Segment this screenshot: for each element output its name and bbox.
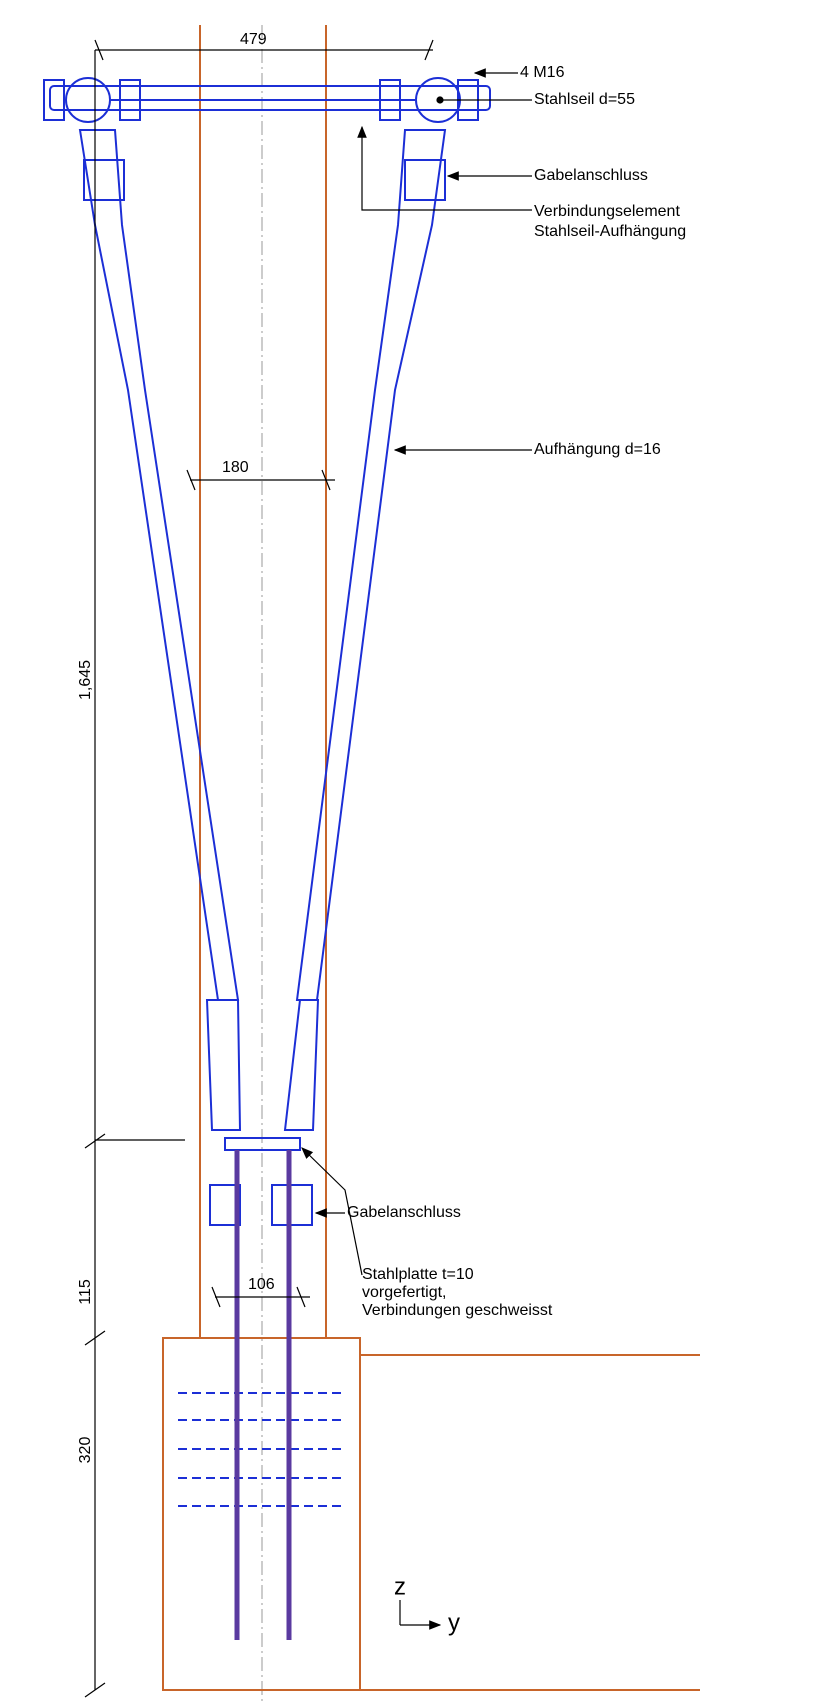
label: vorgefertigt, [362, 1284, 446, 1301]
label: Verbindungselement [534, 203, 680, 220]
label: Stahlplatte t=10 [362, 1266, 474, 1283]
dim-label: 106 [248, 1276, 275, 1293]
label: Stahlseil d=55 [534, 91, 635, 108]
label: 4 M16 [520, 64, 565, 81]
label: Gabelanschluss [534, 167, 648, 184]
label: Verbindungen geschweisst [362, 1302, 553, 1319]
axis-label: y [448, 1609, 460, 1636]
dim-label: 180 [222, 459, 249, 476]
dim-label: 479 [240, 31, 267, 48]
axis-label: z [394, 1573, 406, 1600]
dimensions [84, 39, 434, 1698]
dim-label: 320 [77, 1437, 94, 1464]
dim-label: 1,645 [77, 660, 94, 700]
label: Gabelanschluss [347, 1204, 461, 1221]
structure [43, 25, 700, 1704]
dim-label: 115 [77, 1279, 94, 1305]
label: Aufhängung d=16 [534, 441, 661, 458]
label: Stahlseil-Aufhängung [534, 223, 686, 240]
leaders [301, 68, 532, 1625]
